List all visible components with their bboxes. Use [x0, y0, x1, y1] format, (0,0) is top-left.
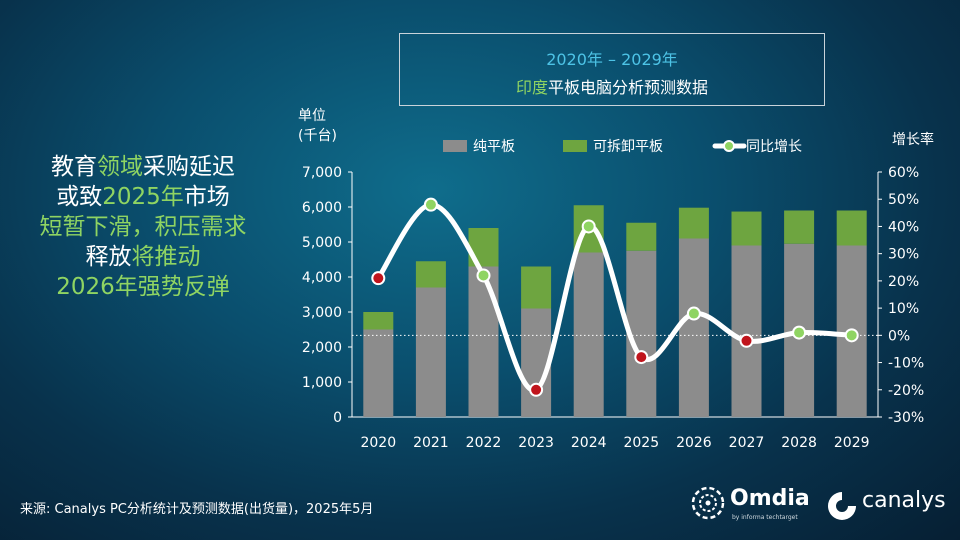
chart-title-box: 2020年 – 2029年 印度平板电脑分析预测数据: [399, 33, 825, 106]
y-tick-label-right: 60%: [888, 165, 919, 181]
y-tick-label-left: 5,000: [302, 235, 342, 251]
headline-segment: 或致: [56, 184, 103, 210]
y-tick-label-left: 1,000: [302, 375, 342, 391]
y-axis-title-left-unit: (千台): [298, 128, 337, 144]
growth-point: [686, 306, 701, 321]
omdia-logo-icon: [691, 486, 725, 520]
bar-detachable-tablet: [678, 207, 709, 239]
chart-title: 印度平板电脑分析预测数据: [400, 74, 824, 98]
growth-point: [423, 197, 438, 212]
y-axis-title-left: 单位: [298, 108, 326, 124]
headline-segment: 2026年强势反弹: [56, 274, 230, 300]
source-note: 来源: Canalys PC分析统计及预测数据(出货量)，2025年5月: [20, 502, 374, 517]
growth-point: [634, 350, 649, 365]
y-tick-label-left: 2,000: [302, 340, 342, 356]
growth-point: [792, 325, 807, 340]
bar-detachable-tablet: [363, 312, 394, 330]
omdia-logo-subtext: by informa techtarget: [732, 514, 798, 521]
x-tick-label: 2029: [834, 435, 870, 451]
growth-point: [371, 271, 386, 286]
headline-line: 释放将推动: [18, 242, 268, 272]
headline-segment: 采购延迟: [143, 154, 235, 180]
growth-line: [375, 202, 855, 393]
y-tick-label-right: -30%: [888, 410, 924, 426]
bar-pure-tablet: [573, 252, 604, 417]
headline-segment: 市场: [183, 184, 230, 210]
bar-detachable-tablet: [784, 210, 815, 244]
y-tick-label-left: 0: [333, 410, 342, 426]
y-axis-title-right: 增长率: [892, 131, 934, 148]
y-tick-label-right: -10%: [888, 356, 924, 372]
x-tick-label: 2023: [518, 435, 554, 451]
canalys-logo-icon: [828, 492, 856, 520]
legend-label-growth: 同比增长: [746, 139, 802, 155]
y-tick-label-left: 3,000: [302, 305, 342, 321]
bar-pure-tablet: [731, 245, 762, 417]
x-tick-label: 2022: [466, 435, 502, 451]
legend-marker-growth: [723, 140, 735, 152]
bar-pure-tablet: [521, 308, 552, 417]
growth-point: [844, 328, 859, 343]
legend-swatch-detachable-tablet: [563, 140, 587, 152]
omdia-logo-text: Omdia: [730, 486, 810, 511]
headline-line: 或致2025年市场: [18, 182, 268, 212]
x-tick-label: 2020: [360, 435, 396, 451]
headline-segment: 2025年: [102, 184, 184, 210]
x-tick-label: 2025: [623, 435, 659, 451]
chart-title-highlight: 印度: [515, 78, 548, 97]
x-tick-label: 2024: [571, 435, 607, 451]
bar-pure-tablet: [468, 266, 499, 417]
headline-line: 短暂下滑，积压需求: [18, 212, 268, 242]
y-tick-label-left: 7,000: [302, 165, 342, 181]
headline-segment: 领域: [97, 154, 143, 180]
growth-point: [476, 268, 491, 283]
logos: Omdia by informa techtarget canalys: [690, 484, 950, 524]
x-tick-label: 2026: [676, 435, 712, 451]
headline-text: 教育领域采购延迟 或致2025年市场 短暂下滑，积压需求 释放将推动 2026年强势反弹: [18, 152, 268, 302]
y-tick-label-left: 4,000: [302, 270, 342, 286]
bar-pure-tablet: [363, 329, 394, 417]
bar-detachable-tablet: [521, 266, 552, 309]
headline-segment: 释放: [85, 244, 132, 270]
legend-swatch-pure-tablet: [443, 140, 467, 152]
growth-point: [529, 382, 544, 397]
y-tick-label-right: 0%: [888, 328, 910, 344]
bar-detachable-tablet: [415, 261, 446, 288]
growth-point: [581, 219, 596, 234]
y-tick-label-left: 6,000: [302, 200, 342, 216]
bar-pure-tablet: [678, 238, 709, 417]
y-tick-label-right: 50%: [888, 192, 919, 208]
chart-year-range: 2020年 – 2029年: [546, 50, 678, 69]
bar-pure-tablet: [415, 287, 446, 417]
legend-label-detachable-tablet: 可拆卸平板: [593, 139, 663, 155]
headline-line: 教育领域采购延迟: [18, 152, 268, 182]
bar-detachable-tablet: [731, 211, 762, 246]
headline-segment: 教育: [51, 154, 97, 180]
y-tick-label-right: 40%: [888, 219, 919, 235]
headline-line: 2026年强势反弹: [18, 272, 268, 302]
y-tick-label-right: 20%: [888, 274, 919, 290]
growth-point: [739, 333, 754, 348]
headline-segment: 将推动: [131, 244, 201, 270]
y-tick-label-right: 10%: [888, 301, 919, 317]
y-tick-label-right: 30%: [888, 247, 919, 263]
bar-detachable-tablet: [836, 210, 867, 246]
canalys-logo-text: canalys: [862, 488, 946, 513]
chart-title-rest: 平板电脑分析预测数据: [548, 78, 709, 97]
bar-detachable-tablet: [626, 222, 657, 251]
headline-segment: 短暂下滑，积压需求: [39, 214, 247, 240]
x-tick-label: 2028: [781, 435, 817, 451]
legend-label-pure-tablet: 纯平板: [473, 139, 515, 155]
x-tick-label: 2027: [729, 435, 765, 451]
y-tick-label-right: -20%: [888, 383, 924, 399]
x-tick-label: 2021: [413, 435, 449, 451]
